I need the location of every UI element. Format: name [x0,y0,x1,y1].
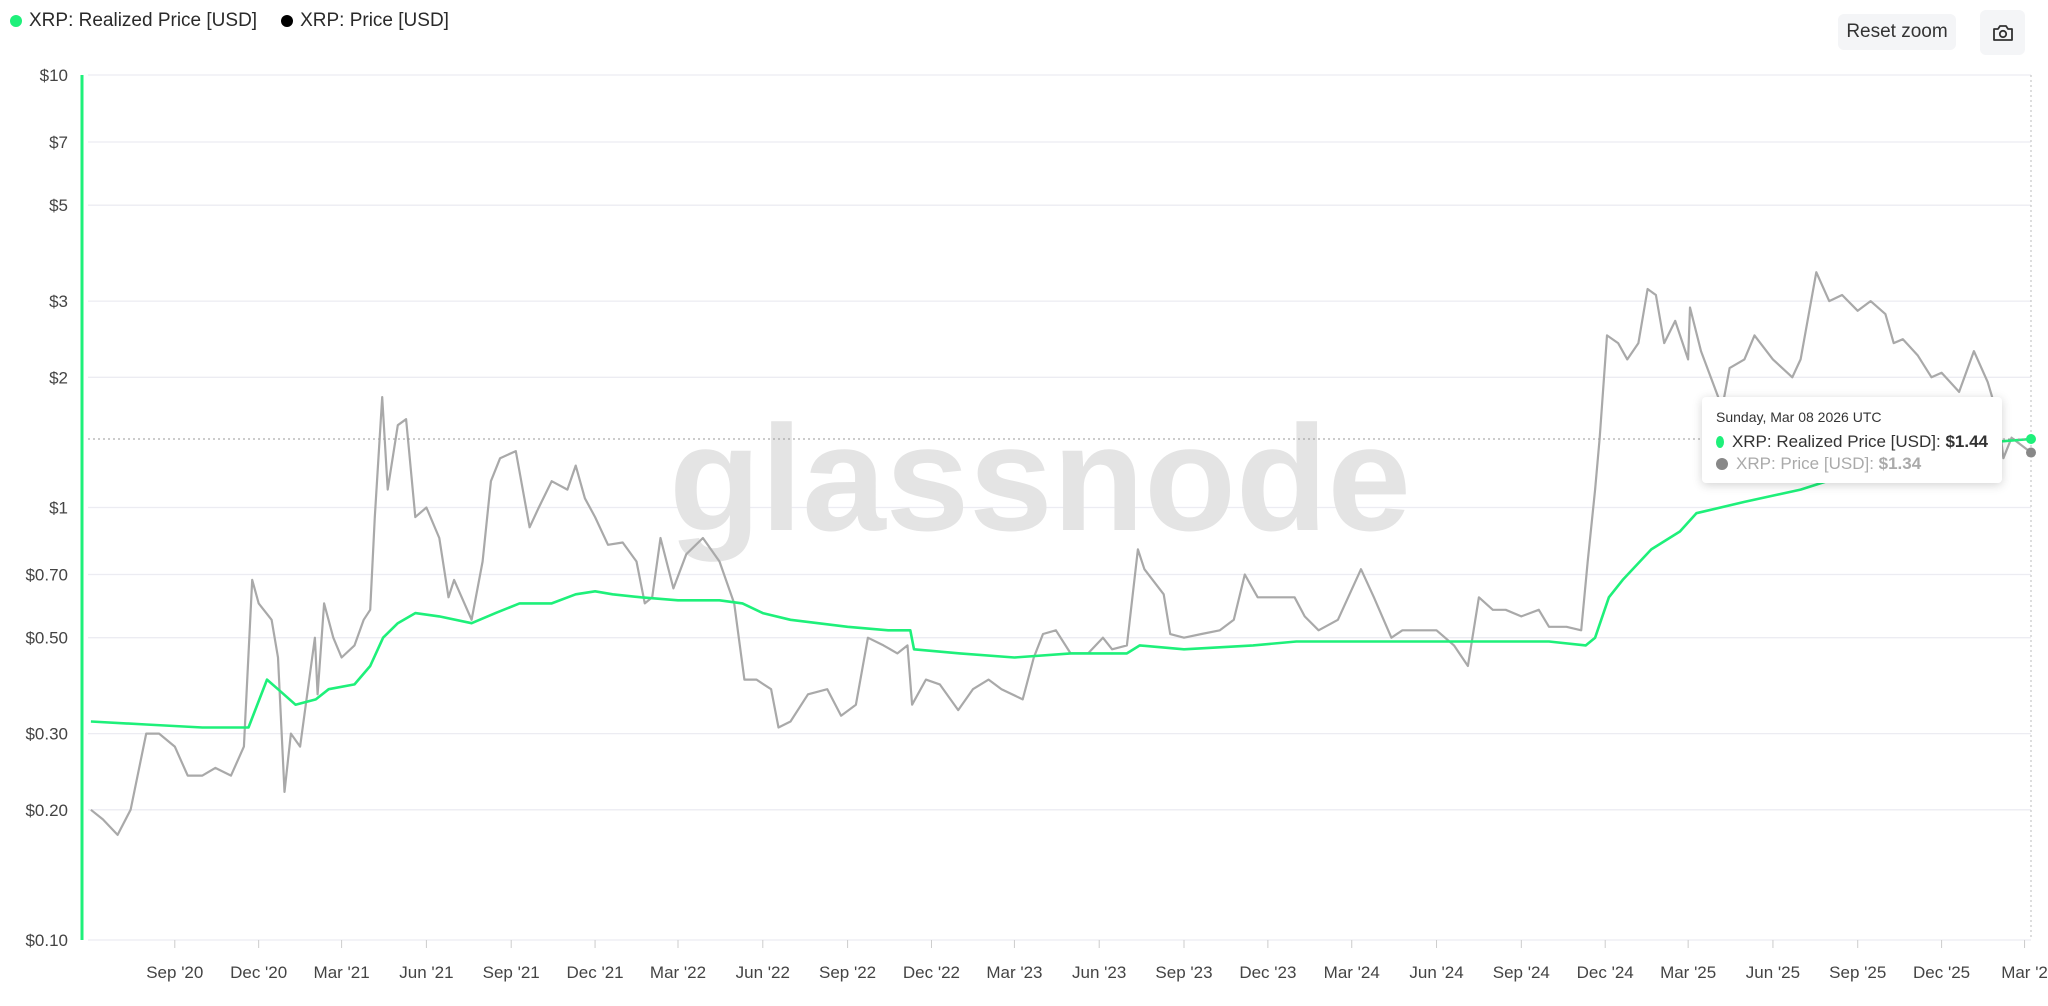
y-tick-label: $10 [40,66,68,85]
y-tick-label: $5 [49,196,68,215]
x-tick-label: Dec '22 [903,963,960,982]
tooltip-row-price: XRP: Price [USD]: $1.34 [1716,453,1988,475]
x-tick-label: Mar '21 [314,963,370,982]
x-tick-label: Dec '25 [1913,963,1970,982]
glassnode-watermark: glassnode [669,394,1411,562]
x-tick-label: Jun '25 [1746,963,1800,982]
legend-label: XRP: Price [USD] [300,10,449,31]
x-tick-label: Sep '20 [146,963,203,982]
price-line [90,271,2032,836]
x-tick-label: Dec '24 [1577,963,1634,982]
legend-dot-icon [10,15,22,27]
x-tick-label: Sep '22 [819,963,876,982]
y-tick-label: $0.50 [25,629,68,648]
x-tick-label: Mar '2 [2001,963,2048,982]
x-tick-label: Dec '23 [1239,963,1296,982]
legend-label: XRP: Realized Price [USD] [29,10,258,31]
x-tick-label: Sep '24 [1493,963,1550,982]
y-tick-label: $1 [49,499,68,518]
legend: XRP: Realized Price [USD] XRP: Price [US… [10,10,449,32]
tooltip-value: $1.34 [1878,454,1922,473]
x-tick-label: Dec '21 [567,963,624,982]
x-tick-label: Mar '23 [986,963,1042,982]
reset-zoom-button[interactable]: Reset zoom [1838,14,1956,50]
tooltip-label: XRP: Price [USD]: [1736,454,1879,473]
x-tick-label: Mar '25 [1660,963,1716,982]
x-axis: Sep '20 Dec '20 Mar '21 Jun '21 Sep '21 Dec '… [146,940,2048,982]
realized-price-point [2026,434,2036,445]
y-axis: $10 $7 $5 $3 $2 $1 $0.70 $0.50 $0.30 $0.20 $0.10 [25,66,68,950]
realized-price-line [90,437,2032,729]
legend-item-realized-price[interactable]: XRP: Realized Price [USD] [10,10,257,32]
tooltip: Sunday, Mar 08 2026 UTC XRP: Realized Pr… [1702,397,2002,483]
tooltip-row-realized: XRP: Realized Price [USD]: $1.44 [1716,431,1988,453]
x-tick-label: Sep '25 [1829,963,1886,982]
tooltip-dot-icon [1716,436,1724,448]
x-tick-label: Dec '20 [230,963,287,982]
x-tick-label: Jun '22 [736,963,790,982]
tooltip-value: $1.44 [1945,432,1988,451]
y-tick-label: $0.10 [25,931,68,950]
y-tick-label: $0.20 [25,801,68,820]
tooltip-label: XRP: Realized Price [USD]: [1731,432,1946,451]
series-lines [90,271,2032,836]
screenshot-button[interactable] [1980,10,2025,55]
legend-dot-icon [281,15,294,27]
gridlines [88,74,2032,941]
y-tick-label: $0.30 [25,725,68,744]
x-tick-label: Sep '21 [483,963,540,982]
x-tick-label: Sep '23 [1155,963,1212,982]
x-tick-label: Jun '23 [1072,963,1126,982]
tooltip-date: Sunday, Mar 08 2026 UTC [1716,409,1882,425]
y-tick-label: $0.70 [25,565,68,584]
y-tick-label: $3 [49,292,68,311]
camera-icon [1992,24,2013,41]
price-point [2026,447,2036,458]
tooltip-dot-icon [1716,458,1728,470]
x-tick-label: Mar '24 [1324,963,1380,982]
y-tick-label: $2 [49,368,68,387]
crosshair [88,434,2036,458]
legend-item-price[interactable]: XRP: Price [USD] [281,10,449,32]
x-tick-label: Jun '21 [399,963,453,982]
x-tick-label: Jun '24 [1409,963,1463,982]
y-tick-label: $7 [49,133,68,152]
x-tick-label: Mar '22 [650,963,706,982]
